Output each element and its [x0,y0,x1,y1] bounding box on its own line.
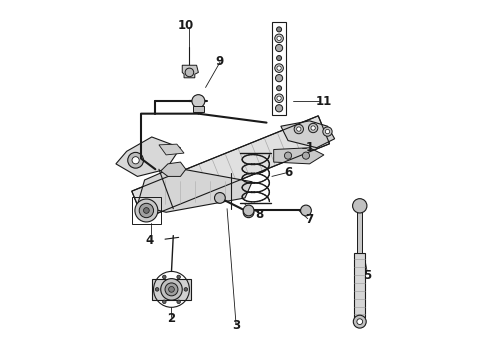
Circle shape [275,44,283,51]
Circle shape [357,319,363,324]
Text: 8: 8 [255,208,264,221]
Circle shape [285,152,292,159]
Circle shape [275,94,283,103]
Circle shape [184,288,188,291]
Circle shape [139,203,153,218]
Circle shape [185,68,194,77]
Circle shape [177,275,180,279]
Polygon shape [132,116,330,219]
Bar [354,253,366,318]
Circle shape [323,127,332,136]
Circle shape [300,205,311,216]
Polygon shape [159,144,184,155]
Circle shape [161,279,182,300]
Polygon shape [137,167,252,212]
Circle shape [325,130,330,134]
Text: 10: 10 [178,19,194,32]
Circle shape [165,283,178,296]
Bar [193,107,204,112]
Circle shape [215,193,225,203]
Circle shape [144,208,149,213]
Circle shape [302,152,310,159]
Circle shape [276,55,282,60]
Circle shape [353,315,366,328]
Circle shape [276,27,282,32]
Circle shape [277,96,281,100]
Text: 6: 6 [284,166,292,179]
Text: 5: 5 [363,269,371,282]
Circle shape [277,36,281,41]
Text: 9: 9 [216,55,224,68]
Polygon shape [116,137,180,176]
Circle shape [311,126,315,130]
Circle shape [169,287,174,292]
Circle shape [309,123,318,133]
Text: 2: 2 [168,311,175,325]
Polygon shape [274,148,324,164]
Text: 1: 1 [305,141,314,154]
Circle shape [353,199,367,213]
Circle shape [155,288,159,291]
Circle shape [294,125,303,134]
Text: 7: 7 [305,213,314,226]
Circle shape [275,64,283,72]
Circle shape [276,86,282,91]
Circle shape [177,300,180,303]
Text: 11: 11 [316,95,332,108]
Circle shape [243,207,254,218]
Polygon shape [281,121,335,148]
Bar [357,212,362,253]
Text: 4: 4 [146,234,154,247]
Polygon shape [161,162,186,176]
Circle shape [243,205,254,216]
Circle shape [163,300,166,303]
Circle shape [275,105,283,112]
Circle shape [135,199,158,222]
Bar [272,22,286,116]
Circle shape [275,34,283,42]
Text: 3: 3 [232,319,240,332]
Polygon shape [152,279,191,300]
Polygon shape [182,65,198,78]
Circle shape [275,75,283,82]
Circle shape [296,127,301,131]
Circle shape [132,157,139,164]
Circle shape [192,95,205,108]
Circle shape [277,66,281,70]
Circle shape [163,275,166,279]
Circle shape [128,152,144,168]
